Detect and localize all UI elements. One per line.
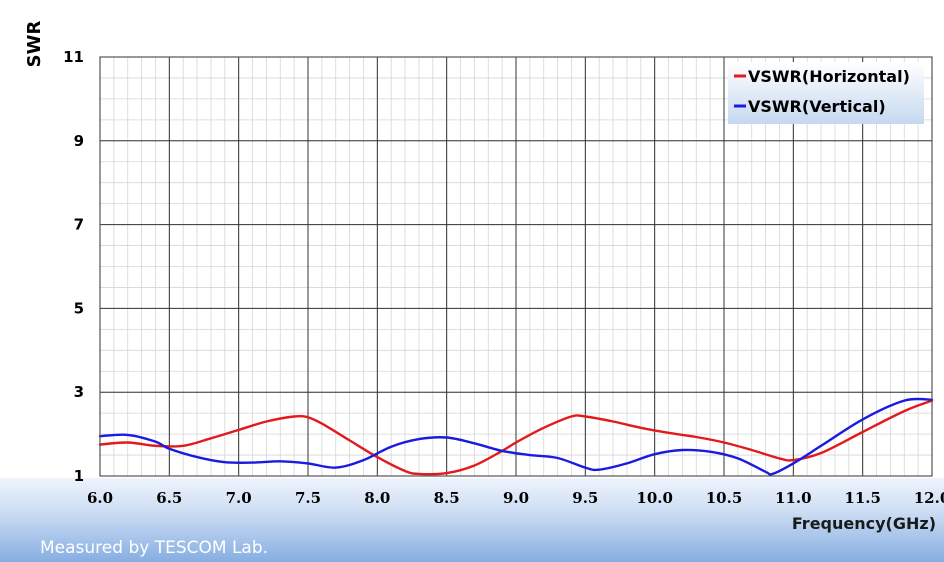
- x-tick-label: 6.5: [156, 489, 182, 507]
- x-tick-label: 9.0: [503, 489, 529, 507]
- series-line-vertical: [98, 397, 934, 476]
- y-tick-label: 1: [74, 467, 84, 485]
- footer-band: [0, 478, 944, 562]
- x-tick-label: 9.5: [572, 489, 598, 507]
- y-axis-label: SWR: [24, 21, 45, 68]
- x-tick-label: 11.5: [844, 489, 881, 507]
- legend-box: [728, 62, 924, 124]
- x-tick-label: 8.5: [434, 489, 460, 507]
- footer-caption: Measured by TESCOM Lab.: [40, 538, 268, 558]
- x-tick-label: 10.5: [706, 489, 743, 507]
- x-tick-labels: 6.0 6.5 7.0 7.5 8.0 8.5 9.0 9.5 10.0 10.5 11.0 11.5…: [87, 489, 944, 507]
- series-group: [98, 397, 934, 476]
- x-tick-label: 6.0: [87, 489, 113, 507]
- x-tick-label: 11.0: [775, 489, 812, 507]
- x-tick-label: 8.0: [364, 489, 390, 507]
- x-axis-label: Frequency(GHz): [792, 514, 936, 533]
- legend: VSWR(Horizontal) VSWR(Vertical): [728, 62, 924, 124]
- x-tick-label: 10.0: [636, 489, 673, 507]
- y-tick-label: 3: [74, 383, 84, 401]
- y-tick-label: 11: [63, 48, 84, 66]
- x-tick-label: 7.5: [295, 489, 321, 507]
- legend-label-vertical: VSWR(Vertical): [748, 97, 886, 116]
- legend-label-horizontal: VSWR(Horizontal): [748, 67, 910, 86]
- plot-frame: [99, 56, 933, 477]
- x-tick-label: 7.0: [226, 489, 252, 507]
- y-tick-label: 9: [74, 132, 84, 150]
- y-tick-label: 5: [74, 299, 84, 317]
- y-tick-label: 7: [74, 216, 84, 234]
- x-tick-label: 12.0: [914, 489, 944, 507]
- y-tick-labels: 1 3 5 7 9 11: [63, 48, 84, 485]
